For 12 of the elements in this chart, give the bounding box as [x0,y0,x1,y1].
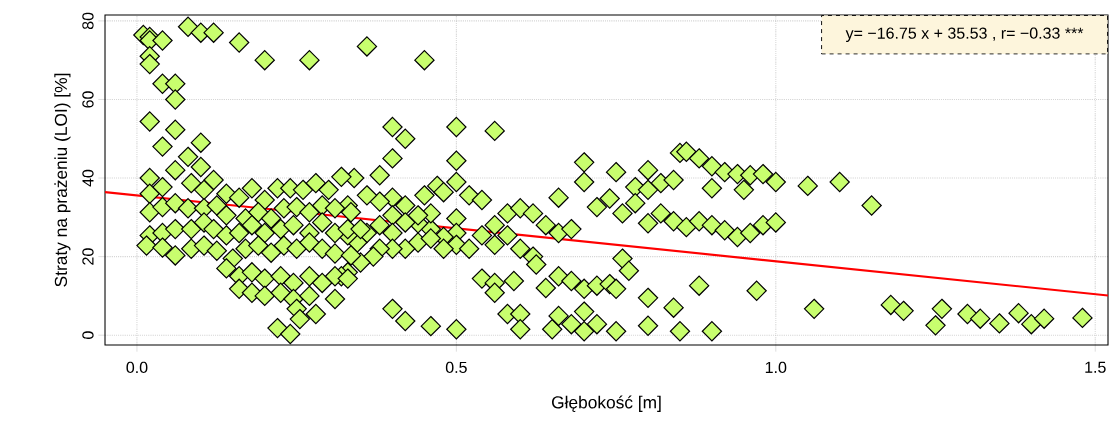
annotation: y= −16.75 x + 35.53 , r= −0.33 *** [845,27,1084,42]
x-tick-label: 1.0 [765,361,787,374]
x-tick-label: 0.0 [126,361,148,374]
y-tick-label: 40 [82,169,94,187]
x-tick-label: 1.5 [1085,361,1106,373]
y-tick-label: 60 [82,91,94,108]
y-axis-title: Straty na prażeniu (LOI) [%] [54,73,71,287]
y-tick-label: 80 [82,12,94,30]
y-tick-label: 0 [82,331,94,339]
y-tick-label: 20 [82,248,94,265]
x-axis-title: Głębokość [m] [551,395,661,412]
x-tick-label: 0.5 [445,361,467,374]
